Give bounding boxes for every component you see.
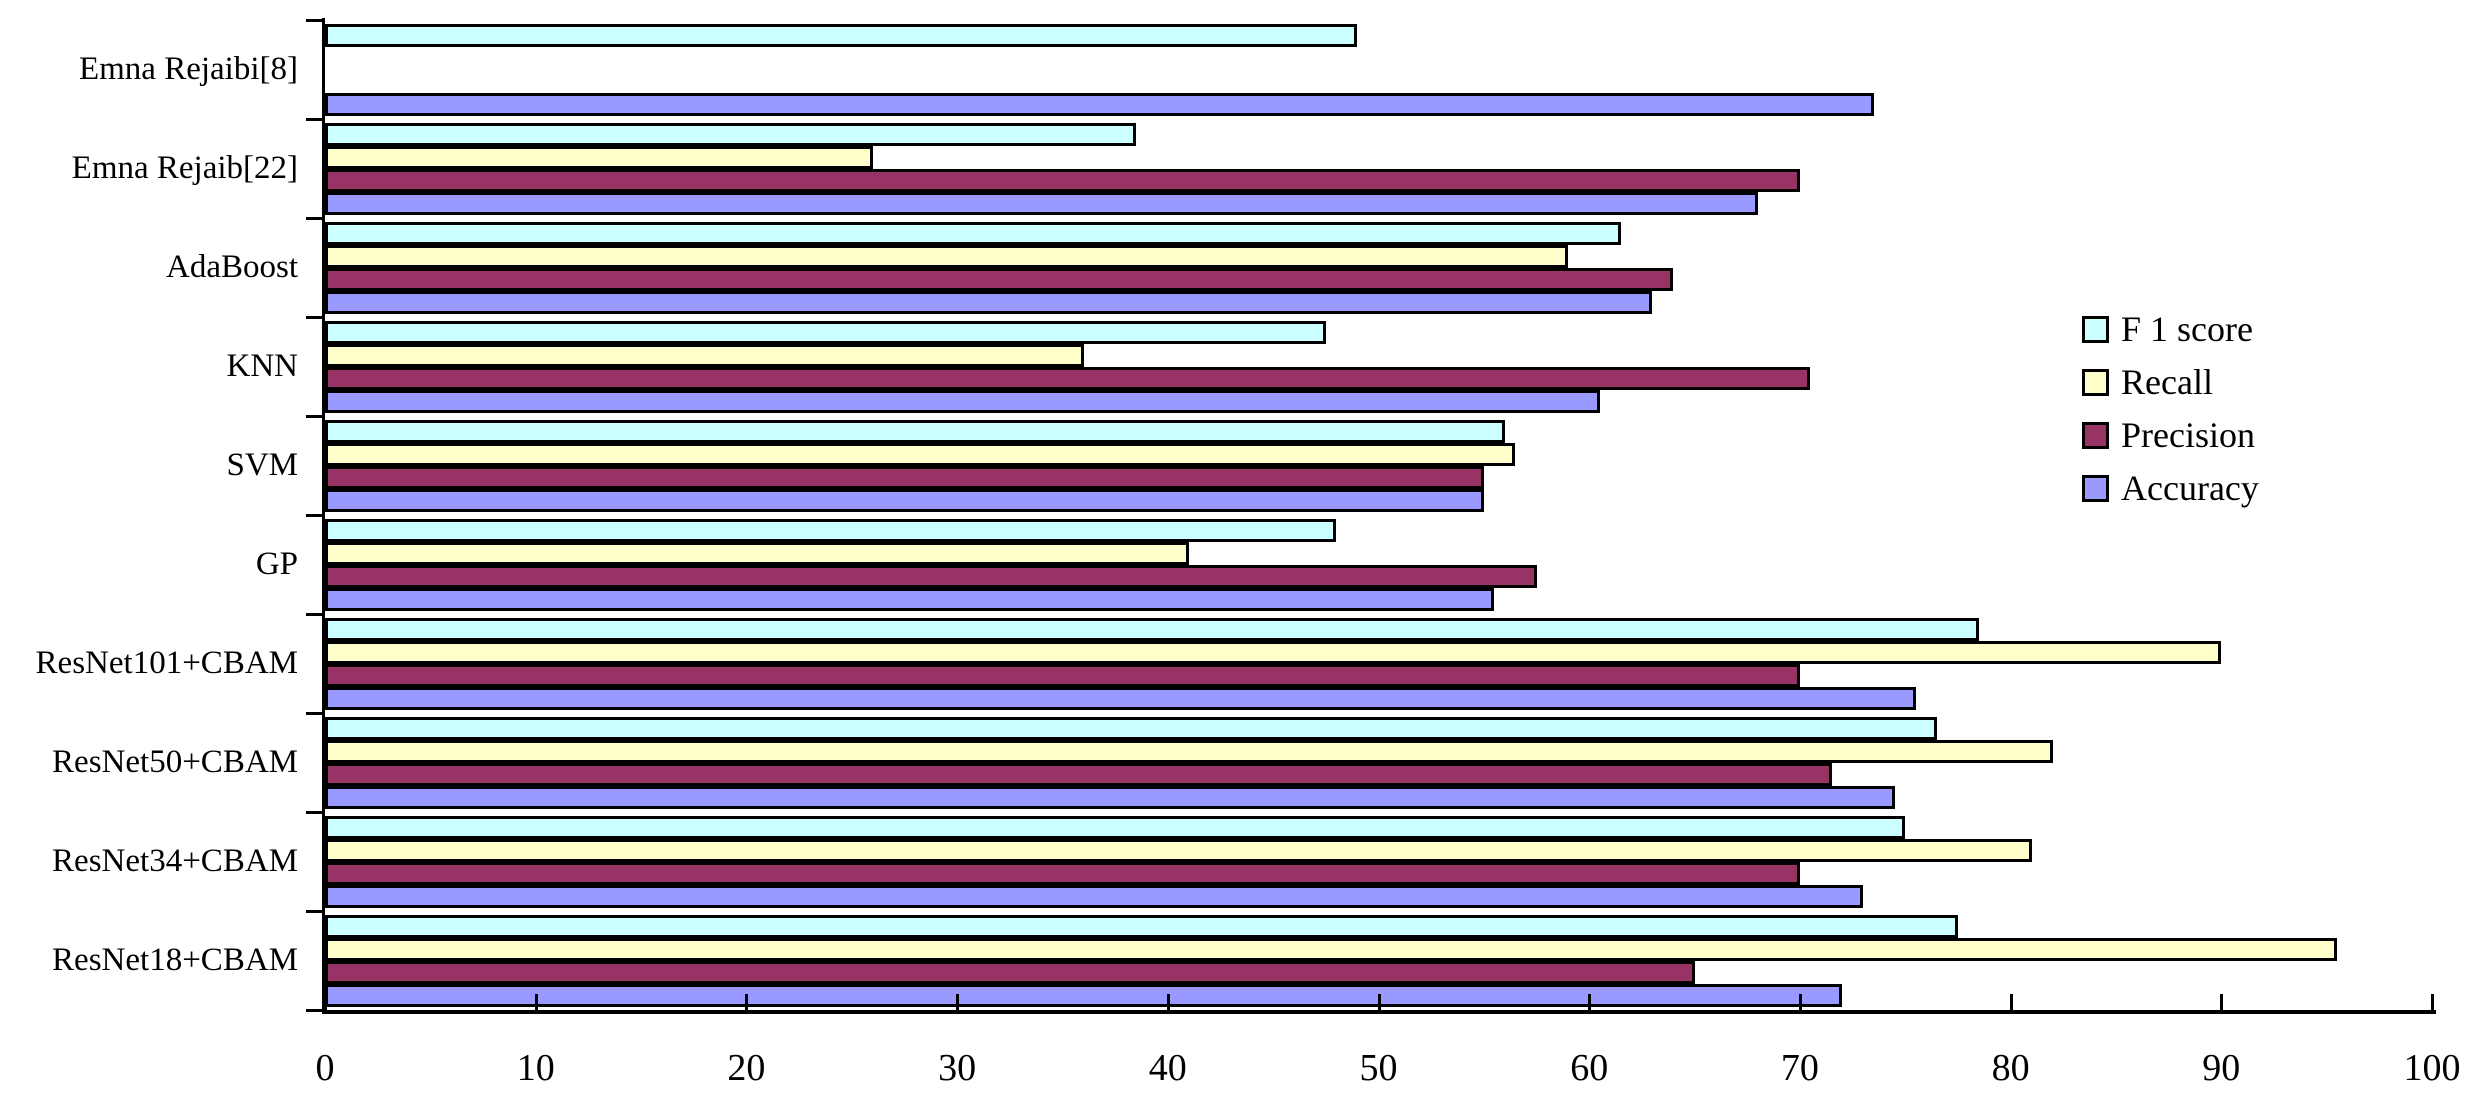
bar: [325, 146, 873, 169]
x-tick-label: 60: [1570, 1047, 1609, 1089]
x-tick: [324, 994, 327, 1010]
x-tick-label: 70: [1780, 1047, 1819, 1089]
y-tick: [306, 1009, 322, 1012]
category-label: ResNet50+CBAM: [52, 744, 298, 780]
y-tick: [306, 415, 322, 418]
x-tick-label: 40: [1148, 1047, 1187, 1089]
y-tick: [306, 712, 322, 715]
bar: [325, 938, 2338, 961]
bar: [325, 717, 1937, 740]
legend-item: Precision: [2082, 414, 2259, 456]
bar: [325, 641, 2222, 664]
bar: [325, 390, 1600, 413]
bar: [325, 687, 1916, 710]
x-tick-label: 20: [727, 1047, 766, 1089]
bar: [325, 466, 1484, 489]
legend-label: Precision: [2121, 415, 2255, 455]
bar: [325, 961, 1695, 984]
y-tick: [306, 217, 322, 220]
bar: [325, 222, 1621, 245]
category-label: ResNet18+CBAM: [52, 942, 298, 978]
bar: [325, 588, 1495, 611]
bar: [325, 169, 1800, 192]
legend-swatch-icon: [2082, 421, 2109, 449]
category-label: ResNet101+CBAM: [35, 645, 298, 681]
x-tick: [1166, 994, 1170, 1010]
y-tick: [306, 118, 322, 121]
bar: [325, 542, 1189, 565]
y-tick: [306, 910, 322, 913]
bar: [325, 618, 1979, 641]
y-tick: [306, 19, 322, 22]
category-label: SVM: [226, 447, 298, 483]
legend-item: Accuracy: [2082, 467, 2259, 509]
x-tick-label: 80: [1991, 1047, 2030, 1089]
bar: [325, 93, 1874, 116]
x-tick: [534, 994, 538, 1010]
legend: F 1 score Recall Precision Accuracy: [2082, 308, 2259, 520]
legend-swatch-icon: [2082, 368, 2109, 396]
x-tick: [745, 994, 749, 1010]
x-tick: [1588, 994, 1592, 1010]
x-axis: [322, 1010, 2436, 1014]
bar: [325, 367, 1811, 390]
bar: [325, 291, 1653, 314]
category-label: ResNet34+CBAM: [52, 843, 298, 879]
y-tick: [306, 613, 322, 616]
legend-item: F 1 score: [2082, 308, 2259, 350]
bar: [325, 839, 2032, 862]
legend-label: Recall: [2121, 362, 2213, 402]
category-label: GP: [255, 546, 298, 582]
bar: [325, 740, 2053, 763]
bar: [325, 786, 1895, 809]
y-tick: [306, 811, 322, 814]
legend-swatch-icon: [2082, 474, 2109, 502]
bar: [325, 268, 1674, 291]
bar: [325, 763, 1832, 786]
x-tick-label: 10: [516, 1047, 555, 1089]
x-tick: [2009, 994, 2013, 1010]
bar: [325, 816, 1906, 839]
x-tick: [956, 994, 960, 1010]
y-tick: [306, 316, 322, 319]
bar: [325, 915, 1958, 938]
bar: [325, 24, 1358, 47]
x-tick: [1798, 994, 1802, 1010]
bar: [325, 664, 1800, 687]
legend-label: Accuracy: [2121, 468, 2259, 508]
bar: [325, 519, 1337, 542]
x-tick: [1377, 994, 1381, 1010]
x-tick-label: 50: [1359, 1047, 1398, 1089]
x-tick: [2431, 994, 2434, 1010]
category-label: AdaBoost: [166, 249, 298, 285]
bar: [325, 123, 1137, 146]
bar: [325, 344, 1084, 367]
x-tick-label: 90: [2202, 1047, 2241, 1089]
bar: [325, 321, 1326, 344]
category-label: Emna Rejaibi[8]: [78, 51, 298, 87]
x-tick-label: 100: [2403, 1047, 2461, 1089]
x-tick-label: 0: [315, 1047, 335, 1089]
x-tick: [2220, 994, 2224, 1010]
bar: [325, 862, 1800, 885]
bar: [325, 489, 1484, 512]
bar: [325, 565, 1537, 588]
y-tick: [306, 514, 322, 517]
legend-swatch-icon: [2082, 315, 2109, 343]
bar: [325, 885, 1864, 908]
bar: [325, 443, 1516, 466]
x-tick-label: 30: [938, 1047, 977, 1089]
bar: [325, 245, 1569, 268]
category-label: KNN: [226, 348, 299, 384]
legend-item: Recall: [2082, 361, 2259, 403]
y-axis: [322, 18, 325, 1014]
bar: [325, 192, 1758, 215]
bar: [325, 984, 1843, 1007]
legend-label: F 1 score: [2121, 309, 2253, 349]
bar: [325, 420, 1505, 443]
category-label: Emna Rejaib[22]: [71, 150, 298, 186]
